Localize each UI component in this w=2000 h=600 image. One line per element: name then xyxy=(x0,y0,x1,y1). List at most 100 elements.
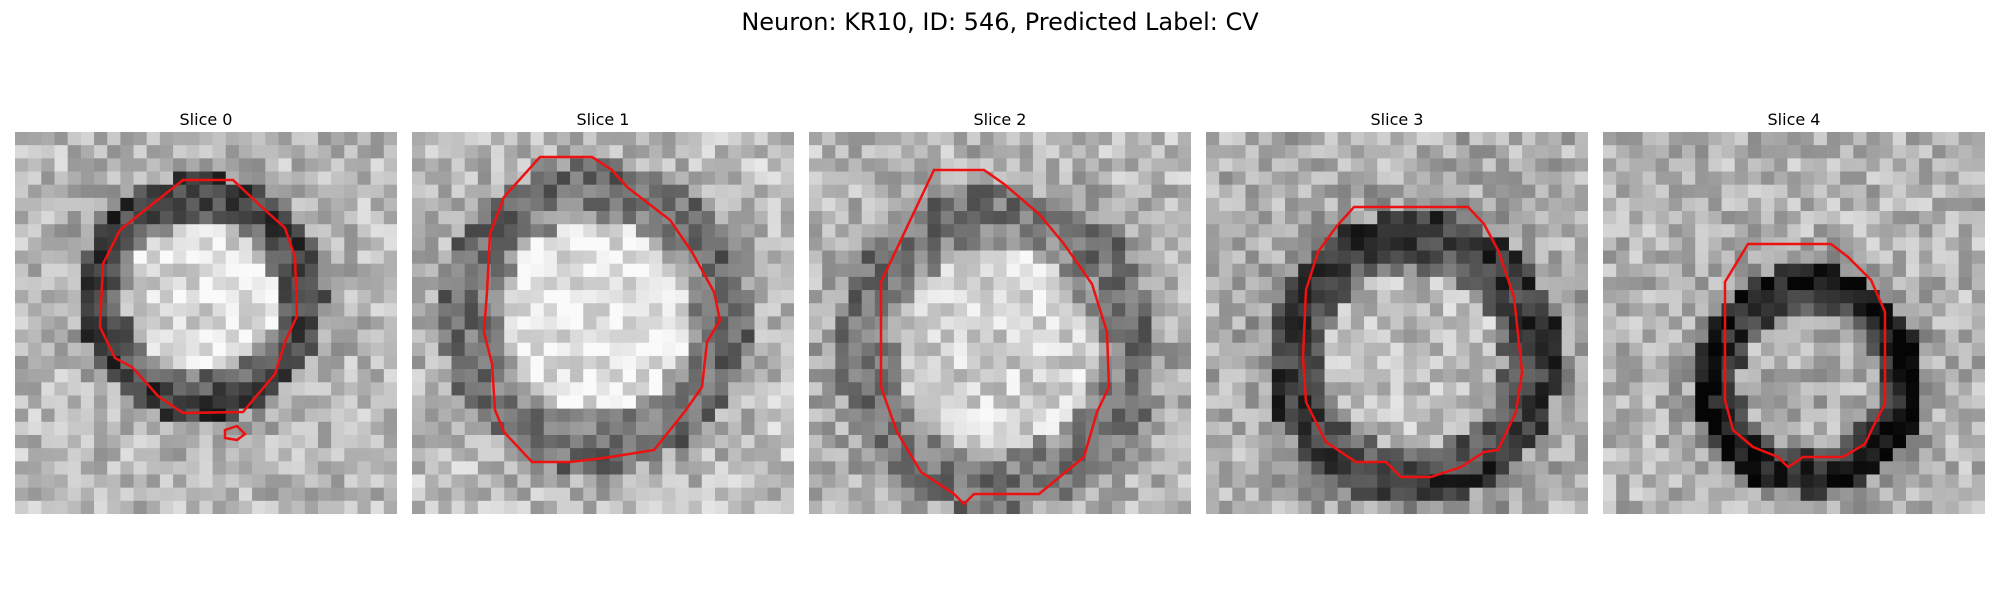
pixel xyxy=(1616,434,1630,449)
pixel xyxy=(1879,369,1894,383)
pixel xyxy=(1482,408,1497,423)
pixel xyxy=(1085,263,1100,278)
pixel xyxy=(1046,290,1060,304)
pixel xyxy=(67,421,82,436)
pixel xyxy=(252,237,266,252)
pixel xyxy=(1403,382,1418,397)
pixel xyxy=(596,382,611,397)
pixel xyxy=(186,369,201,383)
pixel xyxy=(1350,303,1365,318)
pixel xyxy=(1603,421,1617,436)
pixel xyxy=(1482,434,1497,449)
pixel xyxy=(1971,211,1985,225)
pixel xyxy=(1271,197,1286,212)
pixel xyxy=(609,132,624,146)
pixel xyxy=(780,408,794,423)
pixel xyxy=(543,132,558,146)
pixel xyxy=(278,263,293,278)
pixel xyxy=(1177,487,1191,502)
pixel xyxy=(1603,474,1617,489)
pixel xyxy=(583,290,598,304)
pixel xyxy=(556,303,571,318)
pixel xyxy=(888,474,902,489)
pixel xyxy=(1655,487,1670,502)
pixel xyxy=(1138,237,1153,252)
pixel xyxy=(412,382,426,397)
pixel xyxy=(901,316,915,331)
pixel xyxy=(67,316,82,331)
pixel xyxy=(1232,132,1247,146)
slice-image xyxy=(15,132,397,514)
pixel xyxy=(1695,408,1709,423)
pixel xyxy=(491,263,505,278)
pixel xyxy=(1298,250,1312,265)
pixel xyxy=(425,355,439,370)
pixel xyxy=(1364,434,1378,449)
pixel xyxy=(1311,461,1326,476)
pixel xyxy=(980,276,995,291)
pixel xyxy=(1377,395,1392,410)
pixel xyxy=(186,197,201,212)
pixel xyxy=(265,461,280,476)
pixel xyxy=(1695,263,1709,278)
pixel xyxy=(754,408,769,423)
pixel xyxy=(1826,145,1841,159)
pixel xyxy=(701,197,716,212)
pixel xyxy=(1603,434,1617,449)
pixel xyxy=(701,461,716,476)
pixel xyxy=(317,184,332,199)
pixel xyxy=(344,224,359,238)
pixel xyxy=(927,197,942,212)
pixel xyxy=(1403,224,1418,238)
pixel xyxy=(1879,237,1894,252)
pixel xyxy=(1734,408,1749,423)
pixel xyxy=(1879,290,1894,304)
pixel xyxy=(1721,197,1736,212)
pixel xyxy=(159,421,174,436)
pixel xyxy=(1324,461,1339,476)
pixel xyxy=(1682,224,1696,238)
pixel xyxy=(1695,250,1709,265)
pixel xyxy=(477,369,492,383)
pixel xyxy=(1655,434,1670,449)
pixel xyxy=(622,184,637,199)
pixel xyxy=(1006,290,1021,304)
pixel xyxy=(1337,250,1352,265)
pixel xyxy=(451,145,466,159)
pixel xyxy=(1800,250,1815,265)
pixel xyxy=(477,290,492,304)
pixel xyxy=(1232,474,1247,489)
pixel xyxy=(1456,276,1471,291)
pixel xyxy=(1046,237,1060,252)
pixel xyxy=(754,434,769,449)
pixel xyxy=(570,171,584,186)
pixel xyxy=(1443,184,1457,199)
pixel xyxy=(412,395,426,410)
pixel xyxy=(714,487,729,502)
pixel xyxy=(675,211,690,225)
pixel xyxy=(1905,395,1920,410)
pixel xyxy=(1945,448,1960,462)
pixel xyxy=(714,184,729,199)
pixel xyxy=(107,500,121,514)
pixel xyxy=(344,382,359,397)
pixel xyxy=(1682,132,1696,146)
pixel xyxy=(993,158,1008,173)
pixel xyxy=(1826,382,1841,397)
pixel xyxy=(1840,290,1854,304)
pixel xyxy=(1232,276,1247,291)
pixel xyxy=(1668,382,1683,397)
pixel xyxy=(822,316,836,331)
pixel xyxy=(662,487,677,502)
pixel xyxy=(1469,342,1484,357)
pixel xyxy=(874,434,889,449)
pixel xyxy=(1059,500,1074,514)
pixel xyxy=(146,171,161,186)
pixel xyxy=(464,276,479,291)
pixel xyxy=(252,224,266,238)
pixel xyxy=(28,158,42,173)
pixel xyxy=(1655,290,1670,304)
pixel xyxy=(543,250,558,265)
pixel xyxy=(54,329,69,344)
pixel xyxy=(252,355,266,370)
